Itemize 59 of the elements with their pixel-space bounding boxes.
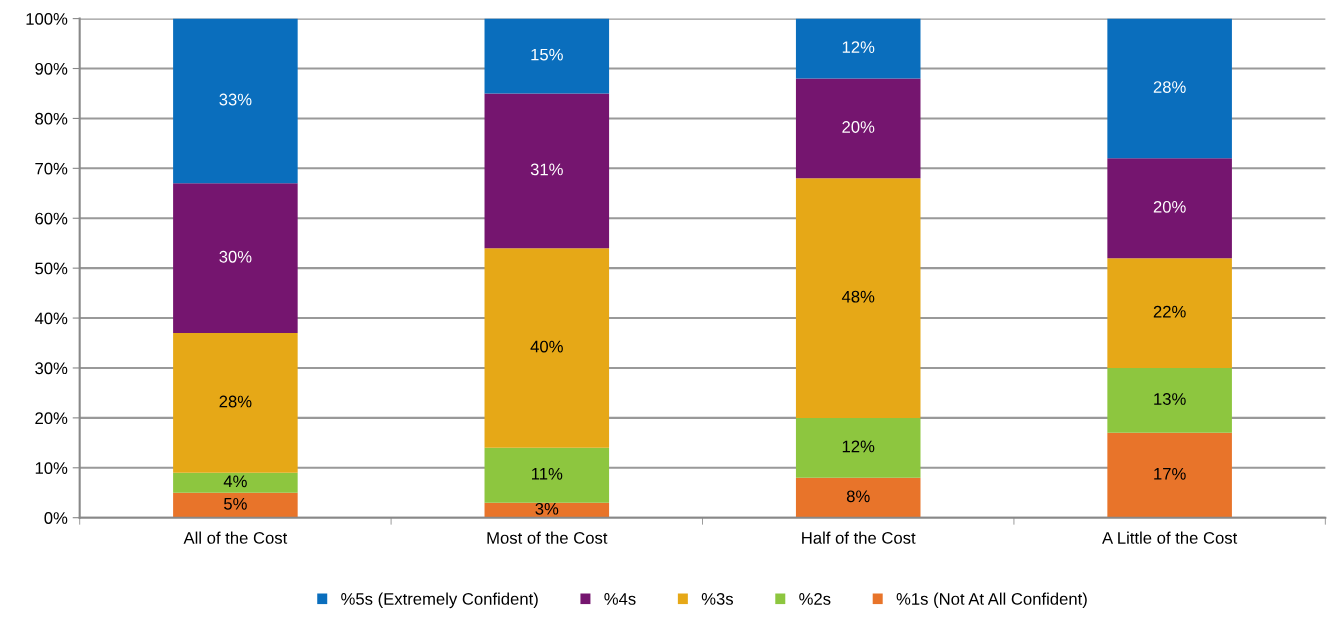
bar bbox=[484, 18, 610, 94]
data-label: 12% bbox=[842, 440, 875, 453]
bar bbox=[1107, 367, 1232, 433]
legend-label: %3s bbox=[701, 593, 734, 605]
data-label: 3% bbox=[535, 502, 559, 515]
data-label: 48% bbox=[841, 290, 875, 303]
bar bbox=[795, 477, 921, 518]
data-label: 22% bbox=[1153, 305, 1186, 318]
bar bbox=[173, 472, 298, 493]
legend-label: %2s bbox=[799, 593, 831, 605]
data-label: 5% bbox=[224, 497, 247, 510]
data-label: 11% bbox=[532, 468, 563, 480]
data-label: 15% bbox=[531, 48, 563, 61]
data-label: 20% bbox=[842, 121, 875, 133]
bar bbox=[1107, 18, 1232, 159]
bar bbox=[173, 333, 298, 473]
bar bbox=[795, 18, 921, 79]
bar bbox=[795, 417, 921, 478]
data-label: 40% bbox=[530, 340, 563, 353]
y-tick-label: 70% bbox=[35, 162, 68, 175]
bar bbox=[173, 492, 298, 518]
bar bbox=[484, 248, 610, 448]
y-tick-label: 10% bbox=[35, 462, 68, 474]
y-tick-label: 50% bbox=[35, 262, 68, 275]
data-label: 13% bbox=[1154, 393, 1186, 405]
data-label: 12% bbox=[842, 41, 875, 53]
legend-label: %1s (Not At All Confident) bbox=[896, 592, 1087, 609]
x-tick-label: A Little of the Cost bbox=[1102, 531, 1238, 544]
bar bbox=[1107, 158, 1232, 259]
bar bbox=[484, 447, 610, 503]
x-tick-label: Half of the Cost bbox=[802, 531, 916, 544]
data-label: 17% bbox=[1154, 468, 1186, 480]
y-tick-label: 60% bbox=[35, 212, 68, 225]
bar bbox=[173, 18, 298, 184]
y-tick-label: 20% bbox=[35, 412, 68, 425]
legend-label: %4s bbox=[604, 593, 636, 605]
bar bbox=[795, 78, 921, 179]
y-tick-label: 80% bbox=[35, 112, 68, 125]
bar bbox=[1107, 258, 1232, 368]
data-label: 20% bbox=[1153, 200, 1186, 213]
bar bbox=[173, 183, 298, 334]
x-tick-label: All of the Cost bbox=[183, 531, 288, 544]
data-label: 28% bbox=[219, 395, 252, 408]
data-label: 31% bbox=[530, 163, 563, 176]
legend-label: %5s (Extremely Confident) bbox=[341, 592, 538, 609]
bar bbox=[484, 93, 610, 249]
y-tick-label: 100% bbox=[26, 13, 68, 25]
data-label: 4% bbox=[223, 475, 247, 488]
y-tick-label: 40% bbox=[34, 312, 68, 325]
bar bbox=[795, 178, 921, 418]
data-label: 28% bbox=[1153, 81, 1186, 93]
data-label: 30% bbox=[219, 250, 252, 263]
bar bbox=[1107, 432, 1232, 518]
y-tick-label: 90% bbox=[35, 62, 68, 75]
data-label: 33% bbox=[219, 93, 252, 106]
x-tick-label: Most of the Cost bbox=[487, 531, 608, 544]
y-tick-label: 30% bbox=[35, 362, 68, 375]
data-label: 8% bbox=[846, 490, 870, 503]
y-tick-label: 0% bbox=[44, 512, 68, 524]
